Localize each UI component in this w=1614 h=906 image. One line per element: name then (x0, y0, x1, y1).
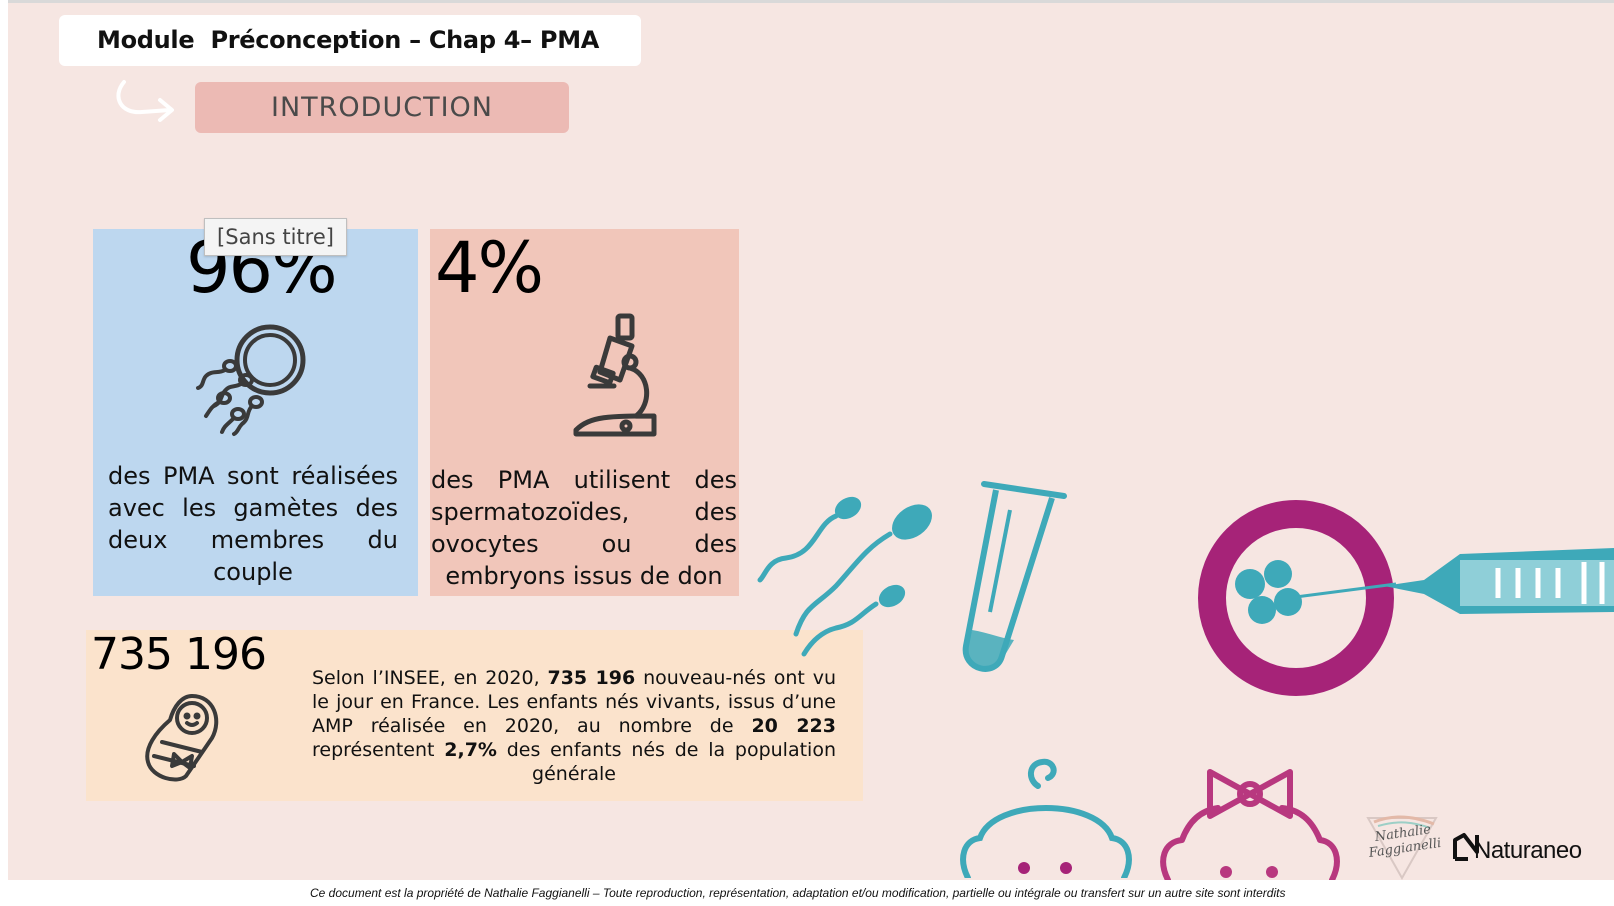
births-text-prefix: Selon l’INSEE, en 2020, (312, 667, 548, 689)
module-title: Module Préconception – Chap 4– PMA (97, 26, 600, 54)
births-text-mid1: nouveau-nés ont vu le jour en France. Le… (312, 667, 836, 737)
card-gametes (93, 229, 418, 596)
baby-girl-icon (1160, 769, 1340, 880)
curved-arrow-icon (116, 80, 174, 122)
module-title-box: Module Préconception – Chap 4– PMA (59, 15, 641, 66)
microscope-icon (573, 313, 657, 437)
naturaneo-logo-text: Naturaneo (1474, 837, 1582, 864)
signature-logo-icon (1366, 815, 1438, 880)
untitled-tooltip: [Sans titre] (204, 218, 347, 256)
section-label-text: INTRODUCTION (271, 92, 493, 123)
oocyte-injection-icon (1198, 500, 1396, 696)
births-value: 735 196 (91, 629, 267, 680)
tooltip-label: [Sans titre] (217, 225, 334, 249)
births-description: Selon l’INSEE, en 2020, 735 196 nouveau-… (312, 666, 836, 786)
births-text-suffix: des enfants nés de la population général… (496, 739, 836, 785)
naturaneo-logo-icon (1453, 833, 1479, 861)
births-bold-count: 735 196 (547, 667, 636, 689)
baby-boy-icon (960, 758, 1132, 878)
swaddled-baby-icon (145, 694, 219, 782)
test-tube-icon (962, 481, 1067, 672)
stat-4-description: des PMA utilisent des spermatozoïdes, de… (431, 466, 737, 590)
card-don (430, 229, 739, 596)
births-bold-amp: 20 223 (751, 715, 836, 737)
top-border (0, 0, 1614, 3)
copyright-notice: Ce document est la propriété de Nathalie… (310, 886, 1286, 900)
section-label: INTRODUCTION (195, 82, 569, 133)
footer: Ce document est la propriété de Nathalie… (8, 880, 1614, 906)
births-text-mid2: représentent (312, 739, 445, 761)
births-bold-pct: 2,7% (444, 739, 497, 761)
sperm-egg-icon (196, 324, 306, 436)
left-border (0, 0, 8, 906)
sperm-cell-icon (757, 496, 932, 657)
stat-4-value: 4% (435, 227, 544, 309)
stat-96-description: des PMA sont réalisées avec les gamètes … (108, 462, 398, 586)
syringe-icon (1384, 548, 1614, 614)
